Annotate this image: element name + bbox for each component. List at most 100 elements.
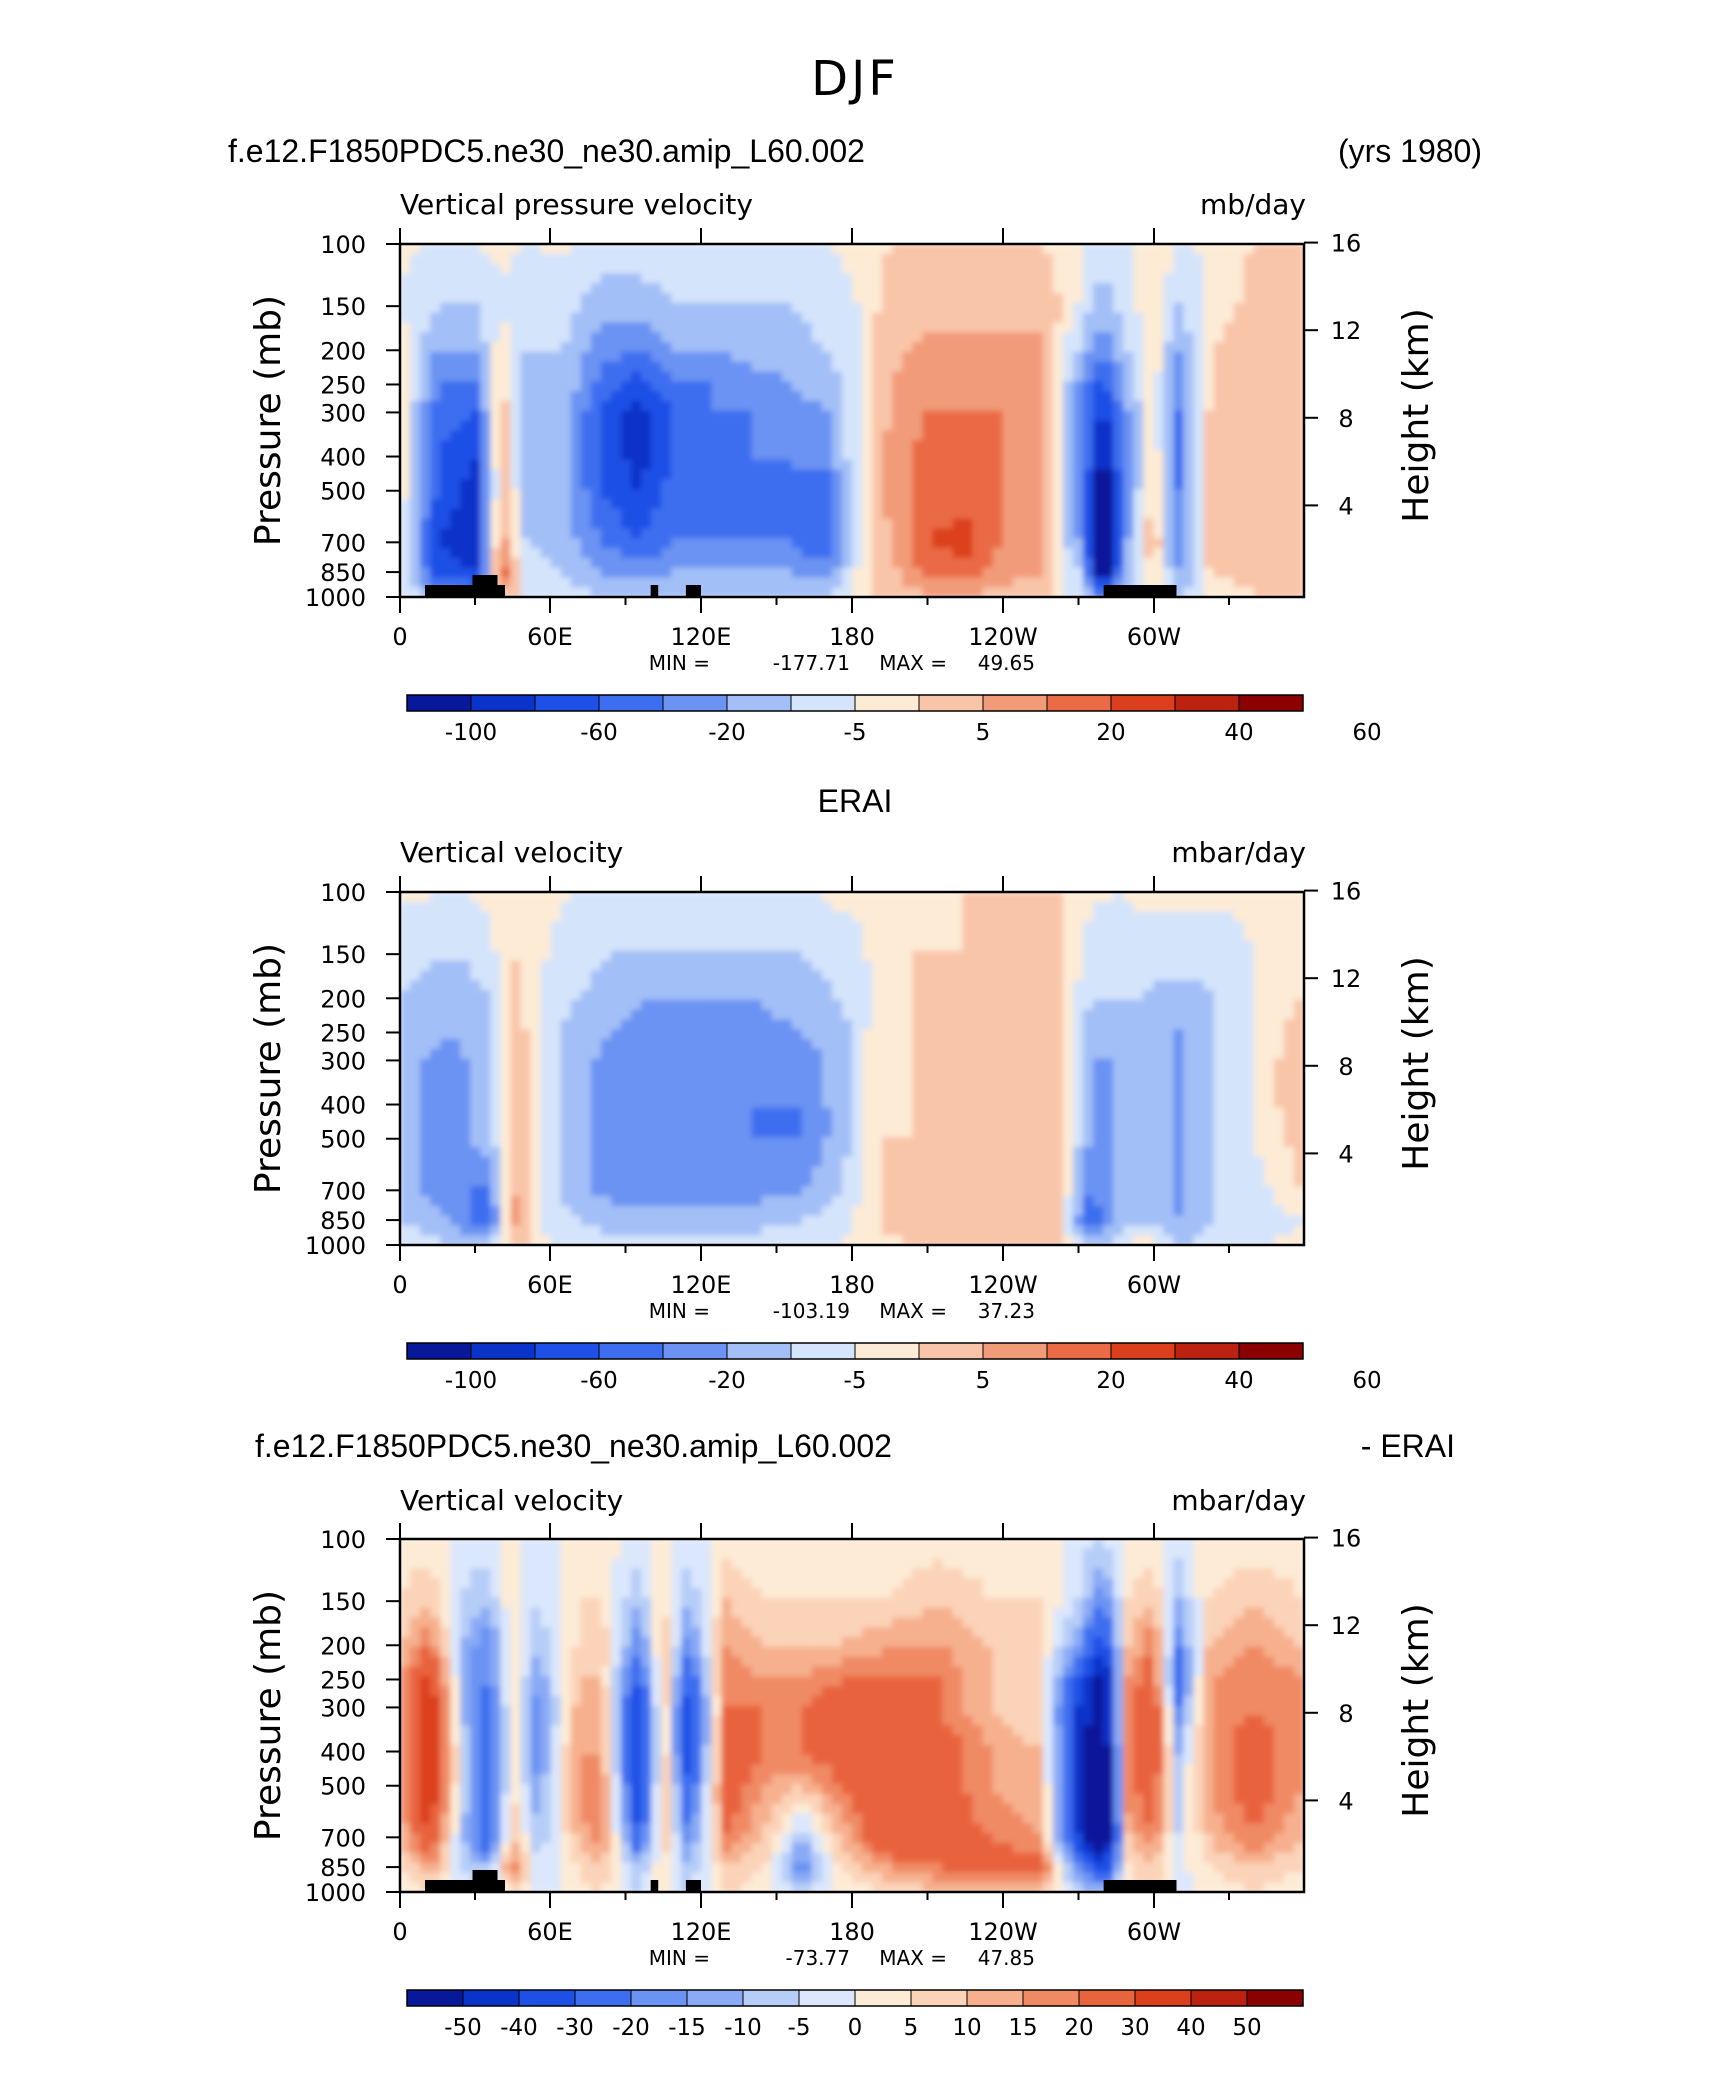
heatmap-cell	[681, 361, 693, 373]
heatmap-cell	[410, 950, 421, 962]
heatmap-cell	[560, 1205, 572, 1217]
heatmap-cell	[590, 381, 602, 392]
heatmap-cell	[1022, 587, 1034, 597]
heatmap-cell	[600, 1137, 612, 1148]
heatmap-cell	[962, 273, 974, 285]
heatmap-cell	[852, 1127, 863, 1138]
heatmap-cell	[410, 1039, 421, 1050]
heatmap-cell	[470, 892, 482, 903]
heatmap-cell	[600, 1078, 612, 1089]
heatmap-cell	[821, 567, 833, 579]
heatmap-cell	[1263, 302, 1275, 314]
heatmap-cell	[410, 1146, 421, 1158]
heatmap-cell	[791, 1068, 803, 1080]
heatmap-cell	[480, 371, 492, 383]
heatmap-cell	[912, 322, 924, 334]
heatmap-cell	[741, 1078, 753, 1089]
heatmap-cell	[962, 538, 974, 549]
heatmap-cell	[490, 1068, 502, 1080]
heatmap-cell	[490, 479, 502, 490]
heatmap-cell	[641, 1048, 652, 1060]
heatmap-cell	[450, 1058, 462, 1070]
heatmap-cell	[600, 528, 612, 539]
heatmap-cell	[1042, 244, 1054, 255]
heatmap-cell	[1293, 557, 1304, 569]
heatmap-cell	[641, 1019, 652, 1031]
heatmap-cell	[781, 1009, 793, 1021]
heatmap-cell	[480, 921, 492, 933]
heatmap-cell	[1042, 293, 1054, 304]
heatmap-cell	[962, 469, 974, 481]
heatmap-cell	[580, 342, 592, 353]
heatmap-cell	[711, 489, 723, 500]
heatmap-cell	[972, 430, 984, 441]
heatmap-cell	[420, 440, 431, 451]
heatmap-cell	[460, 980, 472, 991]
heatmap-cell	[841, 244, 853, 255]
heatmap-cell	[520, 577, 532, 588]
heatmap-cell	[1293, 410, 1304, 422]
heatmap-cell	[510, 489, 522, 500]
heatmap-cell	[1002, 400, 1014, 412]
heatmap-cell	[831, 244, 843, 255]
heatmap-cell	[1233, 391, 1245, 402]
heatmap-cell	[540, 1078, 552, 1089]
heatmap-cell	[470, 391, 482, 402]
heatmap-cell	[811, 1029, 823, 1040]
heatmap-cell	[1233, 381, 1245, 392]
heatmap-cell	[661, 1117, 672, 1129]
heatmap-cell	[862, 391, 873, 402]
heatmap-cell	[1173, 567, 1185, 579]
heatmap-cell	[620, 1156, 632, 1168]
heatmap-cell	[711, 1107, 723, 1119]
heatmap-cell	[500, 577, 512, 588]
heatmap-cell	[1203, 459, 1215, 471]
heatmap-cell	[741, 1019, 753, 1031]
heatmap-cell	[510, 1166, 522, 1178]
heatmap-cell	[1213, 538, 1225, 549]
heatmap-cell	[400, 1215, 411, 1227]
heatmap-cell	[570, 547, 582, 559]
heatmap-cell	[460, 1068, 472, 1080]
heatmap-cell	[761, 508, 773, 520]
heatmap-cell	[600, 1039, 612, 1050]
heatmap-cell	[1133, 449, 1145, 461]
heatmap-cell	[620, 322, 632, 334]
heatmap-cell	[620, 440, 632, 451]
heatmap-cell	[1153, 371, 1165, 383]
heatmap-cell	[1072, 400, 1084, 412]
heatmap-cell	[1163, 557, 1175, 569]
heatmap-cell	[811, 1048, 823, 1060]
heatmap-cell	[852, 1186, 863, 1197]
heatmap-cell	[681, 312, 693, 324]
heatmap-cell	[460, 547, 472, 559]
heatmap-cell	[831, 1019, 843, 1031]
heatmap-cell	[801, 1078, 813, 1089]
heatmap-cell	[741, 1225, 753, 1236]
heatmap-cell	[671, 999, 683, 1011]
heatmap-cell	[701, 283, 713, 294]
heatmap-cell	[440, 449, 452, 461]
heatmap-cell	[761, 263, 773, 275]
heatmap-cell	[711, 528, 723, 539]
heatmap-cell	[711, 263, 723, 275]
heatmap-cell	[400, 489, 411, 500]
heatmap-cell	[1113, 567, 1124, 579]
heatmap-cell	[1213, 528, 1225, 539]
heatmap-cell	[821, 449, 833, 461]
heatmap-cell	[590, 970, 602, 982]
heatmap-cell	[852, 960, 863, 972]
heatmap-cell	[831, 381, 843, 392]
heatmap-cell	[821, 312, 833, 324]
heatmap-cell	[520, 567, 532, 579]
heatmap-cell	[801, 479, 813, 490]
heatmap-cell	[470, 1039, 482, 1050]
heatmap-cell	[902, 440, 914, 451]
heatmap-cell	[490, 518, 502, 530]
heatmap-cell	[761, 970, 773, 982]
heatmap-cell	[681, 911, 693, 923]
heatmap-cell	[560, 351, 572, 363]
heatmap-cell	[590, 391, 602, 402]
heatmap-cell	[711, 921, 723, 933]
heatmap-cell	[580, 479, 592, 490]
